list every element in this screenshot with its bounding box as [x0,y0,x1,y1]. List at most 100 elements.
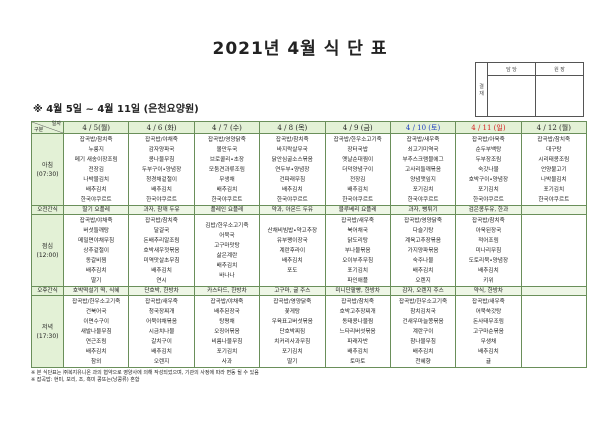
menu-item: 오이부추무침 [342,257,374,264]
footer-note: ※ 본 식단표는 ㈜복지유니온 과의 협약으로 영양사에 의해 작성되었으며, … [31,370,259,376]
menu-item: 한국야쿠르트 [211,196,243,203]
menu-item: 배추김치 [216,186,238,193]
menu-item: 잡곡밥/참치죽 [145,217,178,224]
menu-item: 포기김치 [216,348,238,355]
menu-item: 누룽지 [88,146,104,153]
menu-item: 잡곡밥/영양닭죽 [273,298,312,305]
menu-item: 양념깻잎지 [410,176,436,183]
menu-item: 두부구이•양념장 [141,166,182,173]
menu-item: 더덕양념구이 [342,166,374,173]
menu-item: 장터국밥 [347,146,368,153]
menu-item: 옛날순대찜이 [342,156,374,163]
menu-item: 배추김치 [282,257,303,264]
snack-cell: 과자, 참깨 두유 [128,205,195,215]
menu-item: 몰만두국 [216,146,238,153]
menu-item: 잡곡밥/참치죽 [341,298,375,305]
menu-item: 시금치나물 [148,328,175,335]
menu-item: 느타리버섯볶음 [339,328,376,335]
menu-item: 배추김치 [85,186,107,193]
menu-item: 연근조림 [85,338,107,345]
snack-cell: 단호박, 한방차 [128,286,195,296]
menu-item: 참나물무침 [410,338,436,345]
approval-sign-director [535,75,584,117]
menu-item: 대구탕 [546,146,562,153]
menu-item: 호박구이•양념장 [468,176,509,183]
day-header: 4 / 7 (수) [193,121,261,134]
menu-item: 잡곡밥/야채죽 [79,217,113,224]
row-label: 오후간식 [31,286,64,296]
menu-item: 포기김치 [543,186,565,193]
menu-item: 콩나물무침 [148,156,175,163]
menu-item: 적어조림 [478,237,499,244]
meal-row: 저녁 (17:30) 잡곡밥/한우소고기죽 건북어국 이면수구이 새발나물무침 연근조림 배추… [31,295,588,368]
menu-item: 새발나물무침 [80,328,112,335]
menu-item: 어묵쑥갓탕 [475,308,502,315]
menu-item: 어묵국 [219,232,235,239]
row-label: 저녁 (17:30) [31,295,64,368]
menu-item: 오징어볶음 [214,328,240,335]
menu-item: 달걀국 [153,227,170,234]
meal-name: 점심 [41,242,54,250]
menu-item: 토마토 [349,358,366,365]
menu-item: 딸기 [287,358,298,365]
snack-cell: 고구마, 귤 주스 [259,286,326,296]
menu-item: 잡곡밥/새우죽 [341,217,375,224]
menu-item: 계란구이 [412,328,434,335]
menu-item: 잡곡밥/새우죽 [472,298,505,305]
menu-cell: 잡곡밥/새우죽 북어채국 닭도리탕 부나물볶음 오이부추무침 포기김치 파인애플 [324,214,391,287]
menu-item: 치커리사과무침 [274,338,311,345]
menu-item: 사과 [221,358,233,365]
snack-cell [520,205,588,215]
menu-item: 숙갓나물 [478,166,499,173]
corner-cell: 일자 구분 [31,121,64,134]
menu-item: 배추김치 [151,348,172,355]
menu-item: 브로콜리•초장 [209,156,245,163]
menu-item: 고구마순볶음 [472,328,504,335]
menu-item: 무생채 [480,338,497,345]
menu-item: 잡곡밥/야채죽 [210,298,244,305]
menu-item: 어묵야채볶음 [146,318,177,325]
menu-item: 한국야쿠르트 [342,196,374,203]
snack-row: 오후간식 호박떡설기 떡, 식혜 단호박, 한방차 카스타드, 한방차 고구마, 귤 주… [31,286,588,296]
meal-name: 저녁 [41,323,54,331]
menu-item: 쇠고기미역국 [407,146,439,153]
snack-row: 오전간식 딸기 요플레 과자, 참깨 두유 플레인 요플레 약과, 아몬드 두유 블루베리… [31,205,588,215]
menu-item: 동태콩나물찜 [342,318,374,325]
menu-item: 감자양파국 [148,146,175,153]
meal-time: (17:30) [36,332,59,340]
day-header: 4 / 5(월) [62,121,130,134]
menu-item: 모둠견과류조림 [208,166,245,173]
snack-cell: 카스타드, 한방차 [193,286,261,296]
snack-cell [520,286,588,296]
menu-item: 잡곡밥/참치죽 [275,136,309,143]
day-header: 4 / 12 (월) [520,121,588,134]
menu-cell: 잡곡밥/야채죽 감자양파국 콩나물무침 두부구이•양념장 청경채겉절이 배추김치 한국야쿠르… [128,133,195,206]
menu-item: 배추김치 [412,348,434,355]
menu-cell: 잡곡밥/새우죽 쇠고기미역국 부추스크램블에그 고사리들깨볶음 양념깻잎지 포기김치 한국야… [389,133,457,206]
menu-item: 포기김치 [412,186,434,193]
menu-item: 참외 [91,358,102,365]
snack-cell: 딸기 요플레 [62,205,130,215]
approval-col-director: 원 장 [535,62,584,76]
menu-item: 우육표고버섯볶음 [271,318,313,325]
menu-cell: 잡곡밥/한우소고기죽 참치김치국 건새우마늘쫑볶음 계란구이 참나물무침 배추김치 천혜향 [389,295,457,368]
menu-item: 건새우마늘쫑볶음 [402,318,444,325]
meal-row: 아침 (07:30) 잡곡밥/참치죽 누룽지 메기 새송이장조림 전장김 나박물김치 배추김치… [31,133,588,206]
meal-row: 점심 (12:00) 잡곡밥/야채죽 버섯들깨탕 메밀면야채무침 상추겉절이 동갈비찜 배추김… [31,214,588,287]
menu-item: 청국장찌개 [148,308,175,315]
menu-item: 참치김치국 [410,308,436,315]
menu-item: 이면수구이 [83,318,110,325]
row-label: 오전간식 [31,205,64,215]
menu-item: 나박물김치 [83,176,110,183]
menu-item: 비름나물무침 [211,338,243,345]
snack-cell: 약과, 아몬드 두유 [259,205,326,215]
menu-item: 한국야쿠르트 [407,196,439,203]
menu-item: 파인애플 [347,277,368,284]
menu-item: 포기김치 [478,186,499,193]
menu-cell: 잡곡밥/한우소고기죽 장터국밥 옛날순대찜이 더덕양념구이 전장김 배추김치 한국야쿠르트 [324,133,391,206]
menu-cell [520,214,588,287]
menu-item: 미역맛살초무침 [143,257,180,264]
menu-cell: 잡곡밥/야채죽 배추된장국 탕평채 오징어볶음 비름나물무침 포기김치 사과 [193,295,261,368]
menu-item: 호박고추장찌개 [339,308,376,315]
day-header: 4 / 8 (목) [259,121,326,134]
